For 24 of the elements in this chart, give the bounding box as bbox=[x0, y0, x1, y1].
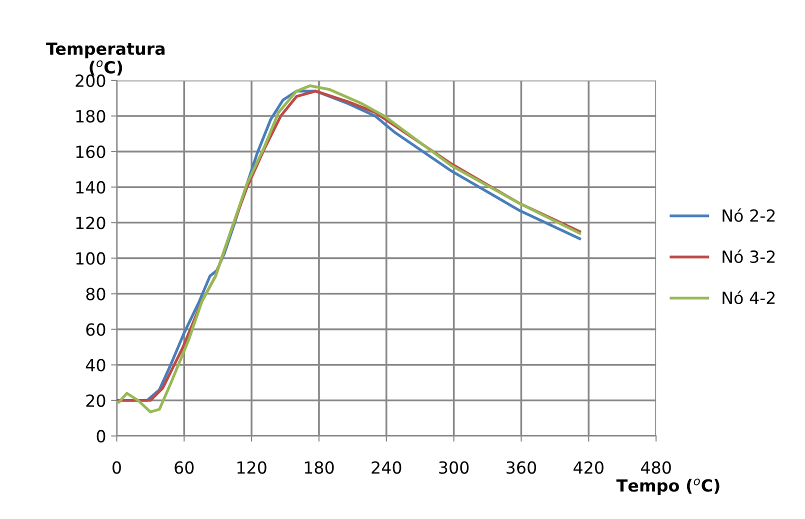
y-tick-label: 20 bbox=[86, 394, 106, 407]
x-axis-title: Tempo ($^{o}$C) bbox=[616, 478, 720, 495]
legend-label: Nó 2-2 bbox=[722, 208, 775, 222]
y-tick-label: 180 bbox=[76, 110, 106, 123]
x-tick-label: 0 bbox=[112, 461, 121, 474]
y-tick-label: 40 bbox=[86, 358, 106, 372]
x-tick-label: 180 bbox=[304, 461, 334, 474]
x-tick-label: 420 bbox=[574, 461, 604, 474]
y-tick-label: 60 bbox=[86, 323, 106, 336]
legend-label: Nó 3-2 bbox=[722, 249, 775, 264]
legend-label: Nó 4-2 bbox=[722, 290, 775, 304]
y-tick-label: 200 bbox=[76, 74, 106, 88]
x-tick-label: 360 bbox=[506, 461, 536, 474]
y-tick-label: 160 bbox=[76, 146, 106, 158]
y-tick-label: 100 bbox=[76, 252, 106, 265]
x-tick-label: 480 bbox=[640, 461, 671, 474]
x-tick-label: 240 bbox=[372, 461, 402, 474]
x-tick-label: 120 bbox=[237, 461, 266, 474]
x-tick-label: 60 bbox=[174, 461, 194, 474]
y-tick-label: 80 bbox=[86, 288, 106, 300]
x-tick-label: 300 bbox=[439, 461, 469, 474]
y-tick-label: 120 bbox=[76, 216, 106, 230]
y-tick-label: 0 bbox=[96, 430, 106, 443]
y-tick-label: 140 bbox=[76, 181, 106, 194]
